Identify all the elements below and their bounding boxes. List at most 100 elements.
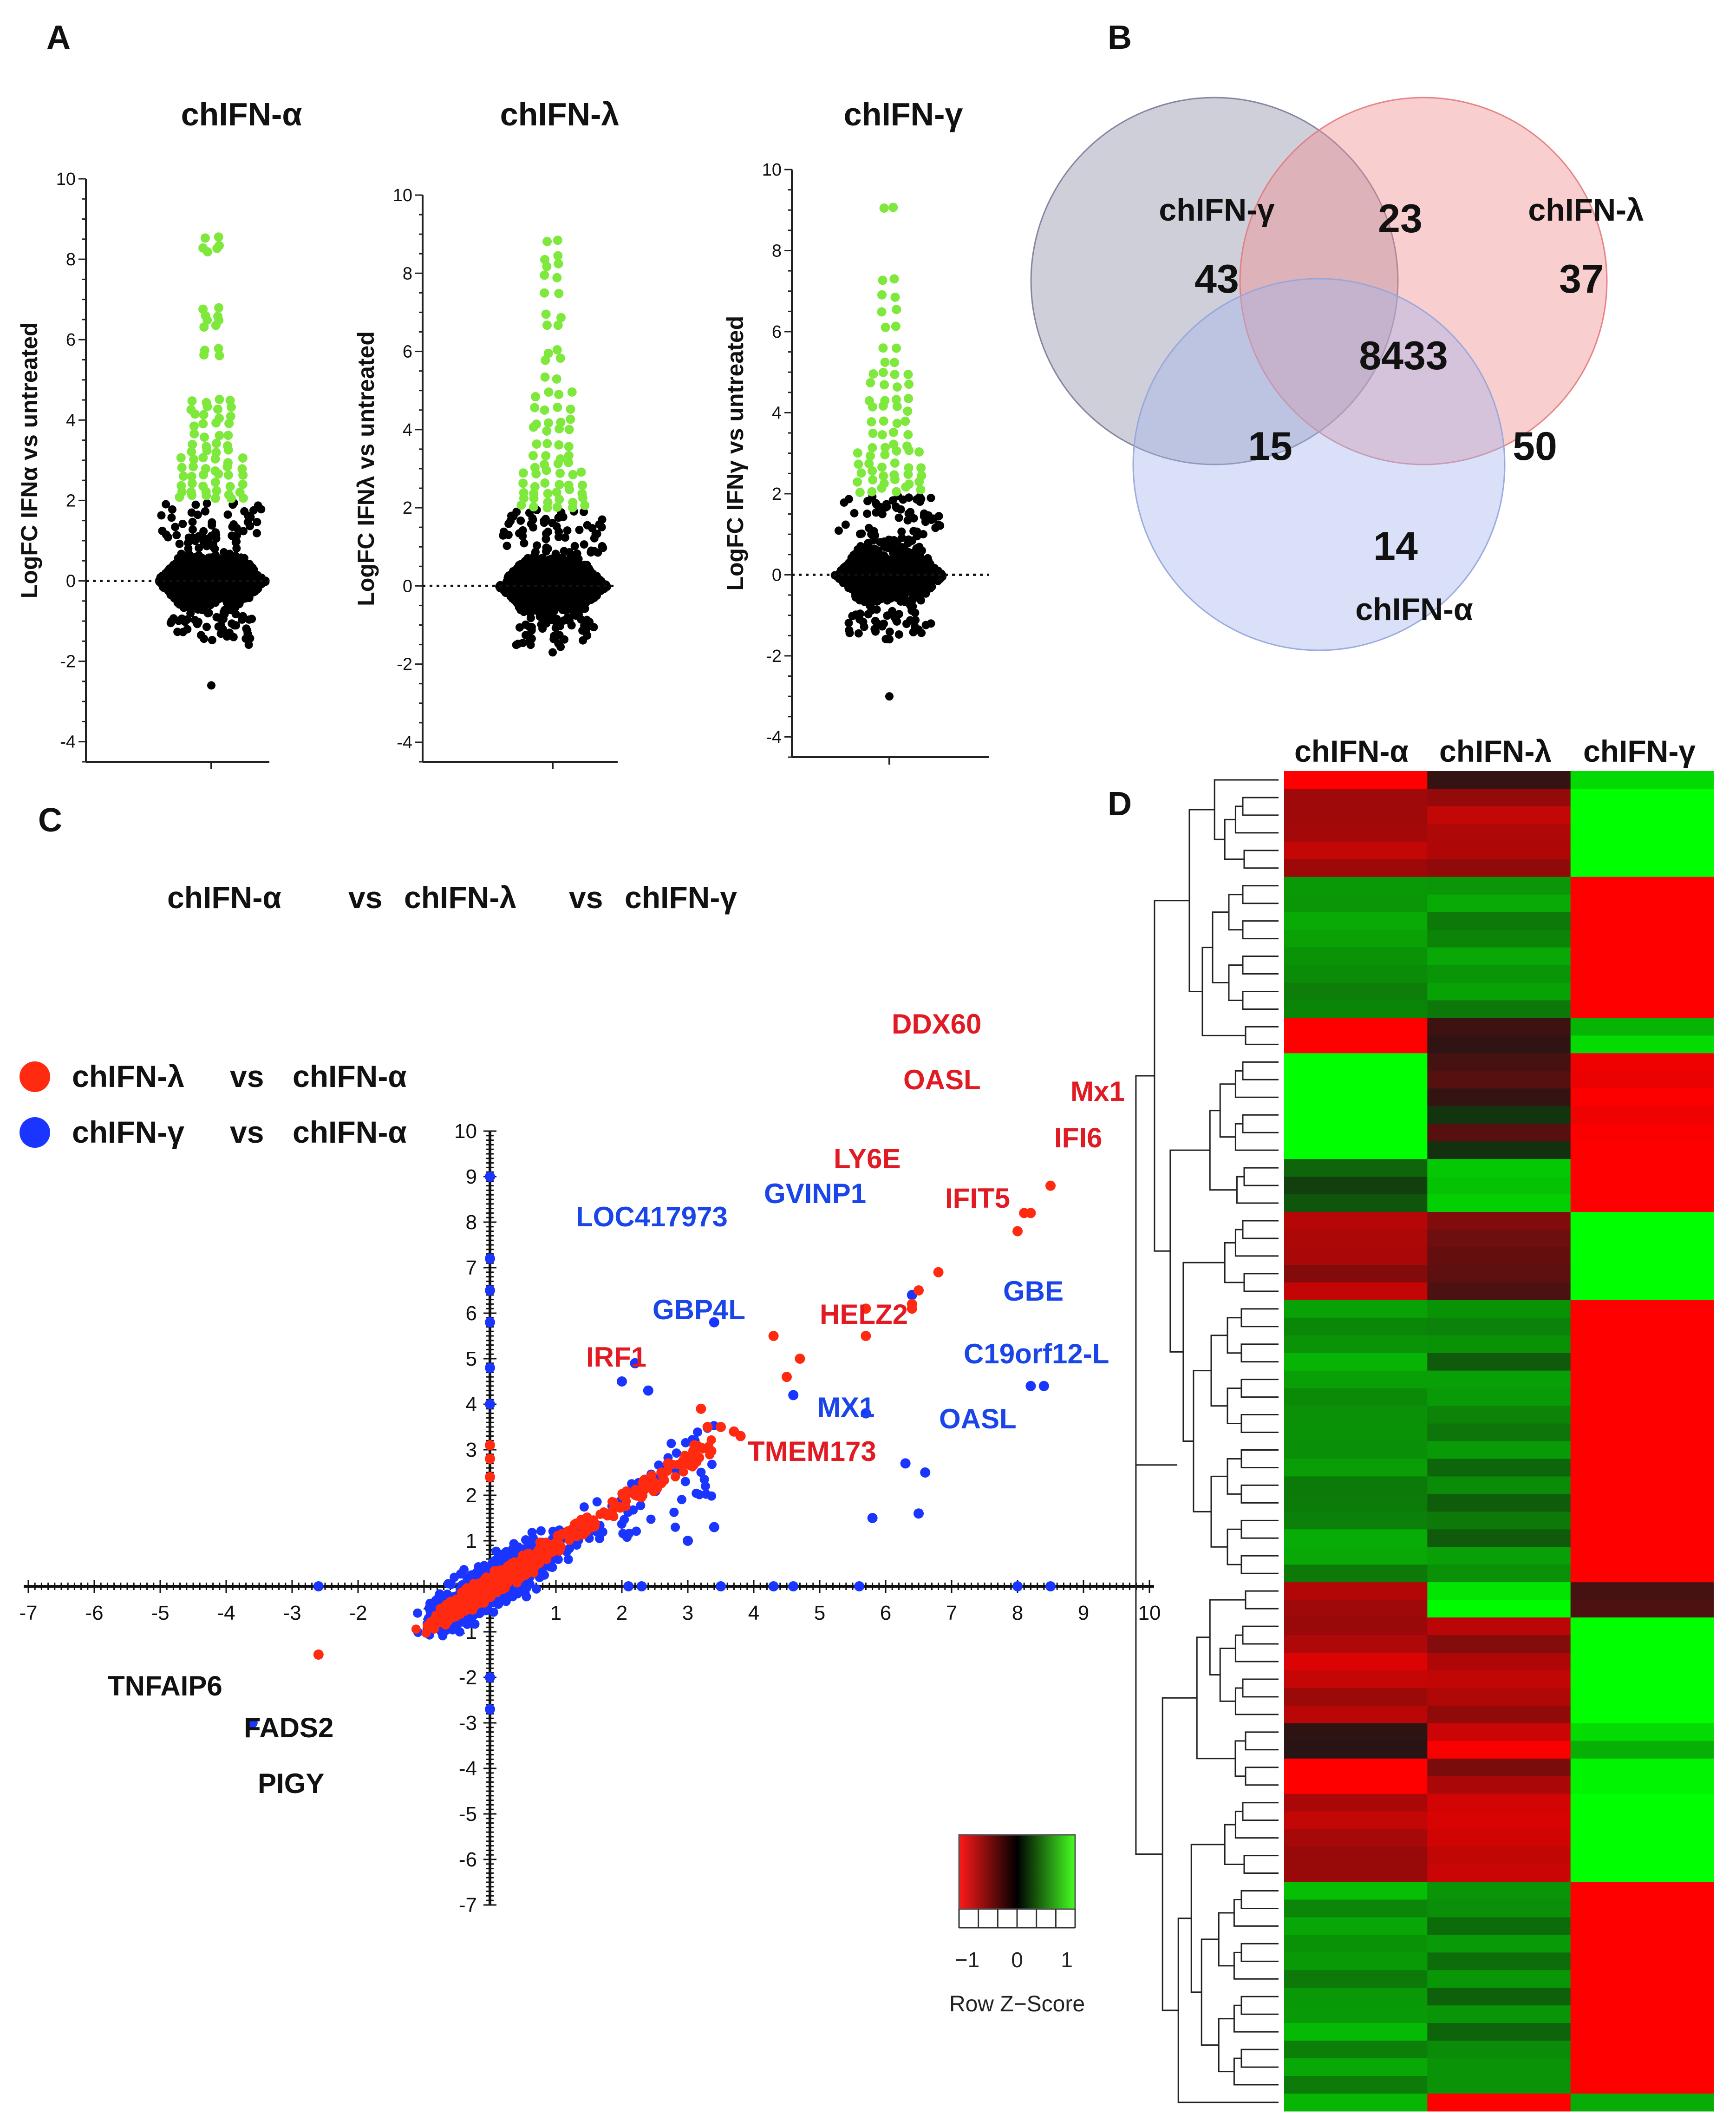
scatter-y-tick-label: 4	[466, 1393, 477, 1416]
scatter-point-gamma	[313, 1581, 324, 1591]
scatter-x-tick-label: 2	[616, 1602, 627, 1624]
dotplot-point-highlighted	[552, 374, 561, 384]
heatmap-cell	[1427, 1846, 1571, 1865]
scatter-point-gamma	[914, 1508, 924, 1519]
dotplot-point-highlighted	[903, 430, 913, 439]
legend-marker-lambda	[20, 1061, 50, 1092]
dotplot-point-highlighted	[856, 468, 866, 478]
heatmap-cell	[1427, 1000, 1571, 1018]
dotplot-0: chIFN-α LogFC IFNα vs untreated -4 -2 0 2 4 6 8 1…	[16, 96, 302, 769]
scatter-point-lambda	[313, 1649, 324, 1660]
heatmap-cell	[1427, 788, 1571, 807]
dotplot-point-highlighted	[238, 470, 248, 480]
heatmap-cell	[1284, 1300, 1428, 1318]
y-tick-label: -4	[397, 733, 412, 753]
scatter-y-tick-label: -7	[459, 1894, 477, 1917]
dotplot-point-highlighted	[877, 290, 887, 300]
heatmap-cell	[1284, 912, 1428, 930]
heatmap-cell	[1570, 1917, 1714, 1935]
heatmap-cell	[1427, 859, 1571, 877]
heatmap-cell	[1427, 1882, 1571, 1900]
heatmap-cell	[1570, 1300, 1714, 1318]
heatmap-cell	[1427, 1741, 1571, 1759]
heatmap-cell	[1570, 1264, 1714, 1283]
heatmap-cell	[1284, 1600, 1428, 1618]
heatmap-cell	[1427, 1793, 1571, 1812]
heatmap-cell	[1284, 2023, 1428, 2041]
gene-label-ifi6: IFI6	[1054, 1122, 1102, 1153]
dotplot-point-highlighted	[211, 321, 221, 330]
color-key-tick-neg1: −1	[955, 1948, 979, 1972]
dotplot-point-highlighted	[541, 355, 550, 365]
heatmap-cell	[1570, 1000, 1714, 1018]
heatmap-cell	[1427, 1335, 1571, 1354]
y-tick-label: 6	[772, 322, 782, 342]
heatmap-cell	[1427, 1705, 1571, 1724]
panel-d-heatmap: chIFN-α chIFN-λ chIFN-γ	[1135, 734, 1714, 2112]
dotplot-point-highlighted	[892, 305, 901, 314]
scatter-x-tick-label: 9	[1078, 1602, 1089, 1624]
heatmap-cell	[1570, 2076, 1714, 2094]
heatmap-cell	[1284, 1988, 1428, 2006]
gene-label-ddx60: DDX60	[892, 1008, 981, 1040]
heatmap-cell	[1427, 1018, 1571, 1036]
dotplot-point-highlighted	[564, 451, 574, 460]
y-tick-label: 10	[393, 186, 412, 205]
scatter-point-gamma	[788, 1390, 799, 1401]
y-tick-label: 10	[56, 170, 76, 189]
dotplot-point-highlighted	[211, 438, 221, 448]
dotplot-point-highlighted	[238, 493, 248, 503]
dotplot-point-highlighted	[213, 405, 222, 414]
dotplot-point-highlighted	[580, 501, 590, 510]
heatmap-cell	[1570, 1459, 1714, 1477]
heatmap-cell	[1427, 1970, 1571, 1988]
scatter-point-gamma	[1025, 1381, 1036, 1391]
heatmap-cell	[1284, 1229, 1428, 1248]
dotplot-point-highlighted	[541, 451, 551, 461]
scatter-y-tick-label: 8	[466, 1211, 477, 1234]
heatmap-cell	[1284, 1529, 1428, 1547]
heatmap-cell	[1427, 1758, 1571, 1777]
heatmap-cell	[1427, 1053, 1571, 1071]
heatmap-cell	[1427, 877, 1571, 895]
panel-c-legend: chIFN-λ vs chIFN-α chIFN-γ vs chIFN-α	[20, 1059, 407, 1149]
dotplot-point-highlighted	[554, 440, 564, 450]
heatmap-cell	[1427, 894, 1571, 913]
heatmap-cell	[1284, 1388, 1428, 1407]
heatmap-cell	[1284, 1494, 1428, 1512]
scatter-point-gamma	[485, 1171, 495, 1182]
legend-label-gamma: chIFN-γ	[72, 1115, 184, 1149]
dotplot-point-highlighted	[554, 288, 564, 298]
dotplot-point-highlighted	[529, 422, 538, 432]
dotplot-point-highlighted	[555, 424, 564, 434]
dotplot-point-highlighted	[904, 445, 914, 455]
heatmap-cell	[1570, 1811, 1714, 1830]
scatter-point-lambda	[663, 1458, 673, 1469]
dotplot-point-highlighted	[878, 367, 888, 377]
heatmap-cell	[1570, 1829, 1714, 1847]
heatmap-cell	[1427, 2005, 1571, 2023]
dotplot-point-highlighted	[879, 416, 888, 426]
heatmap-cell	[1570, 894, 1714, 913]
heatmap-cell	[1427, 1988, 1571, 2006]
scatter-point-gamma	[617, 1376, 627, 1387]
heatmap-cell	[1427, 2023, 1571, 2041]
dotplot-point-highlighted	[200, 233, 210, 243]
heatmap-cell	[1427, 1653, 1571, 1671]
dotplot-point-highlighted	[881, 443, 890, 452]
legend-vs-lambda: vs	[230, 1059, 264, 1093]
heatmap-cell	[1427, 1899, 1571, 1918]
dotplot-point-highlighted	[914, 447, 924, 457]
dotplot-point-highlighted	[540, 405, 549, 415]
heatmap-cell	[1427, 1071, 1571, 1089]
dotplot-point-highlighted	[189, 421, 199, 431]
dotplot-point-highlighted	[198, 453, 208, 463]
heatmap-cell	[1284, 1000, 1428, 1018]
heatmap-col-label-alpha: chIFN-α	[1294, 734, 1409, 768]
legend-ref-gamma: chIFN-α	[293, 1115, 407, 1149]
dotplot-point-highlighted	[518, 468, 528, 478]
dotplot-point-highlighted	[226, 412, 235, 421]
heatmap-cell	[1427, 1688, 1571, 1706]
y-tick-label: 0	[772, 565, 782, 585]
dotplot-point-highlighted	[542, 439, 552, 449]
